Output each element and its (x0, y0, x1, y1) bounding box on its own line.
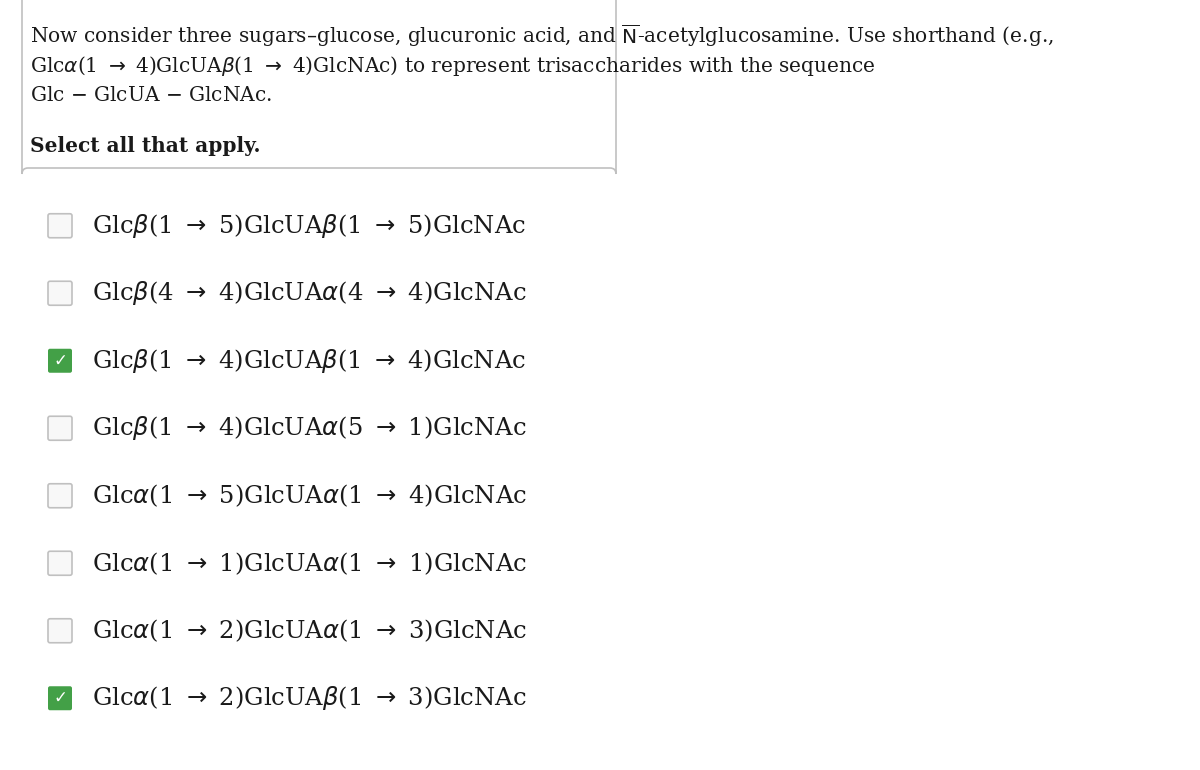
FancyBboxPatch shape (48, 214, 72, 238)
Text: Glc$\beta$(4 $\rightarrow$ 4)GlcUA$\alpha$(4 $\rightarrow$ 4)GlcNAc: Glc$\beta$(4 $\rightarrow$ 4)GlcUA$\alph… (92, 280, 527, 307)
FancyBboxPatch shape (48, 551, 72, 575)
Text: Glc$\alpha$(1 $\rightarrow$ 2)GlcUA$\beta$(1 $\rightarrow$ 3)GlcNAc: Glc$\alpha$(1 $\rightarrow$ 2)GlcUA$\bet… (92, 685, 527, 712)
FancyBboxPatch shape (48, 619, 72, 643)
Text: Glc$\beta$(1 $\rightarrow$ 4)GlcUA$\alpha$(5 $\rightarrow$ 1)GlcNAc: Glc$\beta$(1 $\rightarrow$ 4)GlcUA$\alph… (92, 414, 527, 442)
Text: Now consider three sugars–glucose, glucuronic acid, and $\overline{\mathrm{N}}$-: Now consider three sugars–glucose, glucu… (30, 22, 1054, 49)
Text: Glc$\beta$(1 $\rightarrow$ 5)GlcUA$\beta$(1 $\rightarrow$ 5)GlcNAc: Glc$\beta$(1 $\rightarrow$ 5)GlcUA$\beta… (92, 212, 527, 239)
FancyBboxPatch shape (48, 281, 72, 305)
Text: Glc$\beta$(1 $\rightarrow$ 4)GlcUA$\beta$(1 $\rightarrow$ 4)GlcNAc: Glc$\beta$(1 $\rightarrow$ 4)GlcUA$\beta… (92, 346, 527, 375)
FancyBboxPatch shape (22, 0, 616, 174)
Text: Glc$\alpha$(1 $\rightarrow$ 4)GlcUA$\beta$(1 $\rightarrow$ 4)GlcNAc) to represen: Glc$\alpha$(1 $\rightarrow$ 4)GlcUA$\bet… (30, 54, 876, 78)
Text: Glc $-$ GlcUA $-$ GlcNAc.: Glc $-$ GlcUA $-$ GlcNAc. (30, 86, 272, 105)
FancyBboxPatch shape (48, 484, 72, 507)
Text: ✓: ✓ (53, 689, 67, 708)
Text: Select all that apply.: Select all that apply. (30, 136, 260, 156)
Text: Glc$\alpha$(1 $\rightarrow$ 1)GlcUA$\alpha$(1 $\rightarrow$ 1)GlcNAc: Glc$\alpha$(1 $\rightarrow$ 1)GlcUA$\alp… (92, 550, 527, 577)
Text: ✓: ✓ (53, 352, 67, 370)
FancyBboxPatch shape (48, 417, 72, 440)
FancyBboxPatch shape (48, 349, 72, 373)
Text: Glc$\alpha$(1 $\rightarrow$ 5)GlcUA$\alpha$(1 $\rightarrow$ 4)GlcNAc: Glc$\alpha$(1 $\rightarrow$ 5)GlcUA$\alp… (92, 483, 527, 509)
Text: Glc$\alpha$(1 $\rightarrow$ 2)GlcUA$\alpha$(1 $\rightarrow$ 3)GlcNAc: Glc$\alpha$(1 $\rightarrow$ 2)GlcUA$\alp… (92, 618, 527, 644)
FancyBboxPatch shape (48, 686, 72, 710)
